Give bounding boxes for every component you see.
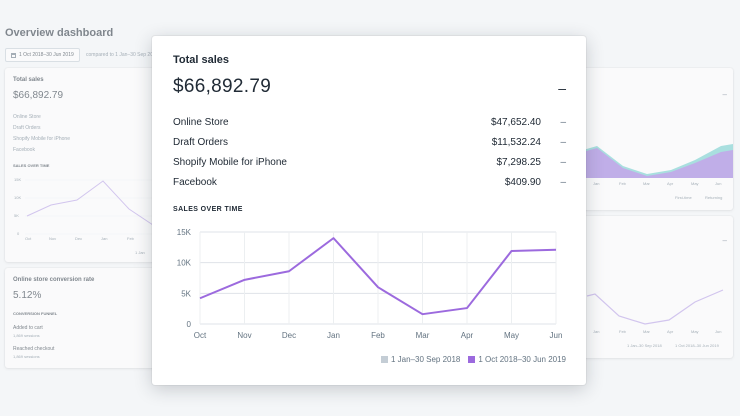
y-tick-label: 5K — [181, 289, 191, 298]
sales-card-legend: 1 Jan — [135, 250, 145, 255]
comparison-card[interactable]: – Jan Feb Mar Apr May Jun 1 Jan–30 Sep 2… — [583, 216, 733, 358]
x-tick: Jan — [593, 329, 600, 334]
legend-previous: 1 Jan–30 Sep 2018 — [627, 343, 662, 348]
legend-current: 1 Oct 2018–30 Jun 2019 — [675, 343, 719, 348]
x-tick: Feb — [127, 236, 134, 241]
channel-item: Shopify Mobile for iPhone — [13, 136, 70, 142]
sales-card-total: $66,892.79 — [13, 90, 64, 101]
channel-row: Facebook $409.90 – — [173, 177, 566, 191]
channel-value: $7,298.25 — [496, 157, 542, 168]
channel-value: $11,532.24 — [491, 137, 541, 148]
channel-change: – — [560, 117, 566, 128]
date-range-button[interactable]: 1 Oct 2018–30 Jun 2019 — [5, 48, 80, 62]
x-tick: May — [691, 329, 699, 334]
y-tick: 5K — [14, 213, 19, 218]
x-tick-label: Jan — [327, 331, 340, 340]
legend-item-current[interactable]: 1 Oct 2018–30 Jun 2019 — [468, 355, 566, 364]
legend-label: 1 Oct 2018–30 Jun 2019 — [478, 355, 566, 364]
funnel-step-label: Reached checkout — [13, 346, 55, 352]
x-tick-label: Oct — [194, 331, 207, 340]
x-tick-label: Mar — [416, 331, 430, 340]
channel-value: $409.90 — [504, 177, 541, 188]
x-tick: Feb — [619, 181, 626, 186]
channel-item: Online Store — [13, 114, 41, 120]
x-tick-label: Jun — [550, 331, 563, 340]
x-tick: May — [691, 181, 699, 186]
x-tick: Jan — [101, 236, 108, 241]
conversion-funnel-label: CONVERSION FUNNEL — [13, 311, 58, 316]
x-tick: Oct — [25, 236, 32, 241]
channel-item: Facebook — [13, 147, 35, 153]
total-sales-modal: Total sales $66,892.79 – Online Store $4… — [152, 36, 586, 385]
sales-card[interactable]: Total sales $66,892.79 Online Store Draf… — [5, 68, 155, 262]
compare-text: compared to 1 Jan–30 Sep 2018 — [86, 52, 159, 58]
x-tick: Apr — [667, 329, 674, 334]
x-tick: Mar — [643, 181, 650, 186]
card-dash: – — [722, 236, 727, 245]
channel-label: Shopify Mobile for iPhone — [173, 157, 287, 168]
sales-card-chart-label: SALES OVER TIME — [13, 163, 50, 168]
y-tick: 10K — [14, 195, 22, 200]
y-tick-label: 0 — [187, 320, 192, 329]
x-tick-label: Feb — [371, 331, 385, 340]
x-tick: Nov — [49, 236, 57, 241]
legend-label: 1 Jan–30 Sep 2018 — [390, 355, 461, 364]
legend-swatch — [468, 356, 476, 363]
x-tick: Jun — [715, 329, 722, 334]
y-tick-label: 10K — [177, 259, 192, 268]
x-tick: Dec — [75, 236, 83, 241]
chart-legend: 1 Jan–30 Sep 2018 1 Oct 2018–30 Jun 2019 — [380, 355, 566, 364]
comparison-line-chart — [586, 289, 724, 325]
page-title: Overview dashboard — [5, 27, 114, 39]
legend-first-time: First-time — [675, 195, 692, 200]
card-dash: – — [722, 90, 727, 99]
funnel-step-sessions: 1,869 sessions — [13, 354, 40, 359]
channel-change: – — [560, 177, 566, 188]
sales-card-mini-chart — [25, 179, 155, 235]
channel-row: Online Store $47,652.40 – — [173, 117, 566, 131]
x-tick: Jun — [715, 181, 722, 186]
y-tick: 15K — [14, 177, 22, 182]
calendar-icon — [11, 52, 16, 58]
x-tick-label: Apr — [461, 331, 474, 340]
channel-item: Draft Orders — [13, 125, 41, 131]
x-tick: Feb — [619, 329, 626, 334]
channel-change: – — [560, 157, 566, 168]
x-tick-label: May — [504, 331, 519, 340]
legend-item-previous[interactable]: 1 Jan–30 Sep 2018 — [380, 355, 461, 364]
y-tick: 0 — [17, 231, 20, 236]
chart-title: SALES OVER TIME — [173, 206, 243, 213]
funnel-step-label: Added to cart — [13, 325, 43, 331]
funnel-step-sessions: 1,869 sessions — [13, 333, 40, 338]
x-tick: Mar — [643, 329, 650, 334]
date-range-label: 1 Oct 2018–30 Jun 2019 — [19, 52, 74, 58]
channel-label: Online Store — [173, 117, 229, 128]
x-tick-label: Nov — [237, 331, 251, 340]
conversion-card-title: Online store conversion rate — [13, 277, 95, 283]
x-tick: Jan — [593, 181, 600, 186]
legend-swatch — [380, 356, 388, 363]
conversion-rate-value: 5.12% — [13, 290, 42, 301]
customers-card[interactable]: – Jan Feb Mar Apr May Jun First-time Ret… — [583, 68, 733, 210]
modal-total-value: $66,892.79 — [173, 76, 272, 97]
channel-label: Facebook — [173, 177, 217, 188]
modal-title: Total sales — [173, 54, 230, 66]
customers-area-chart — [583, 144, 733, 178]
y-tick-label: 15K — [177, 228, 192, 237]
channel-row: Draft Orders $11,532.24 – — [173, 137, 566, 151]
legend-returning: Returning — [705, 195, 723, 200]
channel-row: Shopify Mobile for iPhone $7,298.25 – — [173, 157, 566, 171]
x-tick: Apr — [667, 181, 674, 186]
channel-change: – — [560, 137, 566, 148]
total-change-indicator: – — [558, 80, 566, 96]
sales-card-title: Total sales — [13, 77, 44, 83]
conversion-card[interactable]: Online store conversion rate 5.12% CONVE… — [5, 268, 155, 368]
x-tick-label: Dec — [282, 331, 296, 340]
channel-value: $47,652.40 — [490, 117, 541, 128]
channel-label: Draft Orders — [173, 137, 229, 148]
